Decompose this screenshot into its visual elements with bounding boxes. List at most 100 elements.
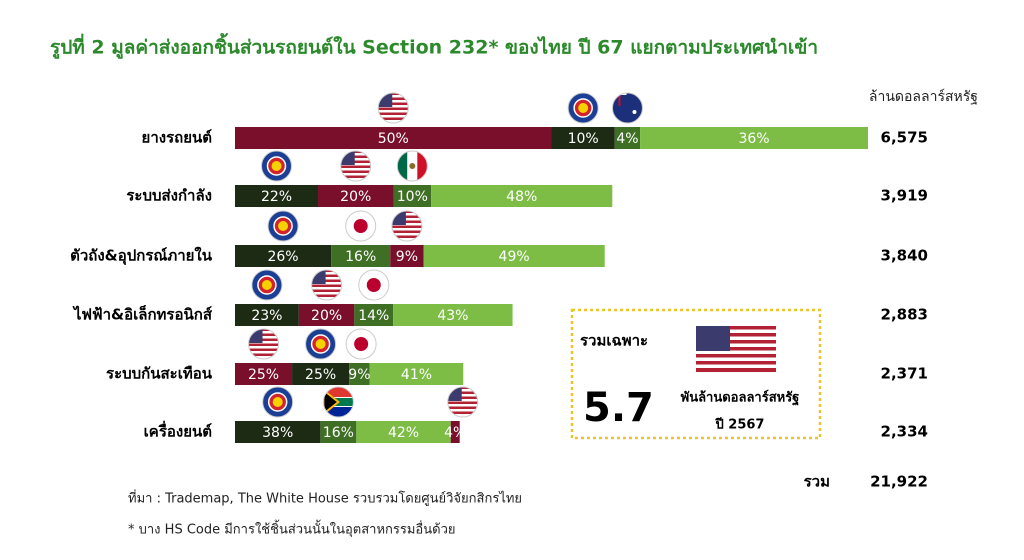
flag-border [262,386,294,418]
segment-label: 42% [388,425,419,441]
chart-title: รูปที่ 2 มูลค่าส่งออกชิ้นส่วนรถยนต์ใน Se… [50,33,818,60]
flag-part [632,110,637,114]
total-label: 2,883 [881,306,928,324]
flag-part [447,394,478,397]
flag-border [377,92,409,124]
note: * บาง HS Code มีการใช้ชิ้นส่วนนั้นในอุตส… [128,520,455,538]
flag-part [447,399,478,402]
flag-border [567,92,599,124]
flag-body [397,151,428,181]
flag-part [315,339,326,349]
segment-label: 20% [311,308,342,324]
box-title: รวมเฉพาะ [580,332,648,350]
us-flag [696,326,776,372]
flag-border [391,210,423,242]
bar-segment [235,245,332,267]
flag-border [340,150,372,182]
flag-part [323,407,354,417]
flag-part [391,233,422,236]
flag-border [358,269,390,301]
flag-body [311,270,342,300]
flag-part [447,389,478,392]
flag [611,92,643,124]
flag-part [271,161,282,171]
flag-body [340,151,371,181]
segment-label: 4% [444,425,466,441]
segment-label: 41% [401,367,432,383]
flag-body [261,151,292,181]
flag-body [262,387,293,417]
flag-part [417,151,428,181]
segment-label: 4% [616,131,638,147]
flag-part [447,414,478,417]
flag-part [378,120,409,123]
segment-label: 49% [499,249,530,265]
segment-label: 22% [261,189,292,205]
category-label: ยางรถยนต์ [142,129,212,147]
bar-segment [390,245,424,267]
box-unit: พันล้านดอลลาร์สหรัฐ [681,390,800,407]
flag [248,328,280,360]
flag-part [311,292,342,295]
bar-segment [450,421,460,443]
flag-part [311,282,342,285]
flag-body [323,387,354,417]
box-year: ปี 2567 [714,417,764,433]
box-value: 5.7 [583,385,654,431]
flag [345,328,377,360]
flag-border [311,269,343,301]
bar-segment [349,363,370,385]
bar-segment [235,363,293,385]
bar-segment [298,304,355,326]
flag [396,150,428,182]
flag-part [311,287,342,290]
total-label: 3,919 [881,187,928,205]
flag-part [612,93,643,123]
flag-border [251,269,283,301]
bar-segment [423,245,605,267]
flag-part [311,297,342,300]
flag-part [378,110,409,113]
segment-label: 9% [396,249,418,265]
flag-part [409,163,416,169]
flag [391,210,423,242]
total-label: 6,575 [881,129,928,147]
bar-segment [431,185,613,207]
flag-body [568,93,599,123]
flag-part [366,278,381,292]
flag-part [447,409,478,412]
flag-part [340,178,371,181]
flag-border [447,386,479,418]
bar-segment [393,185,432,207]
segment-label: 16% [323,425,354,441]
flag [447,386,479,418]
flag-part [391,238,422,241]
flag-part [261,280,272,290]
flag [311,269,343,301]
flag-part [353,219,368,233]
flag-part [311,272,342,275]
category-label: ไฟฟ้า&อิเล็กทรอนิกส์ [72,305,213,324]
flag-part [378,105,409,108]
flag-body [378,93,409,123]
segment-label: 38% [262,425,293,441]
flag-border [345,328,377,360]
flag-part [248,331,279,334]
flag-part [447,404,478,407]
flag-part [248,341,279,344]
bar-segment [640,127,868,149]
flag-part [311,277,342,280]
segment-label: 26% [267,249,298,265]
flag-part [272,397,283,407]
flag-part [340,163,371,166]
flag-border [611,92,643,124]
source: ที่มา : Trademap, The White House รวบรวม… [128,490,522,507]
flag-part [378,100,409,103]
flag-part [618,93,621,106]
flag-body [251,270,282,300]
flag-border [261,150,293,182]
flag-part [248,336,279,339]
flag-body [305,329,336,359]
bar-segment [235,127,552,149]
flag-part [391,228,422,231]
